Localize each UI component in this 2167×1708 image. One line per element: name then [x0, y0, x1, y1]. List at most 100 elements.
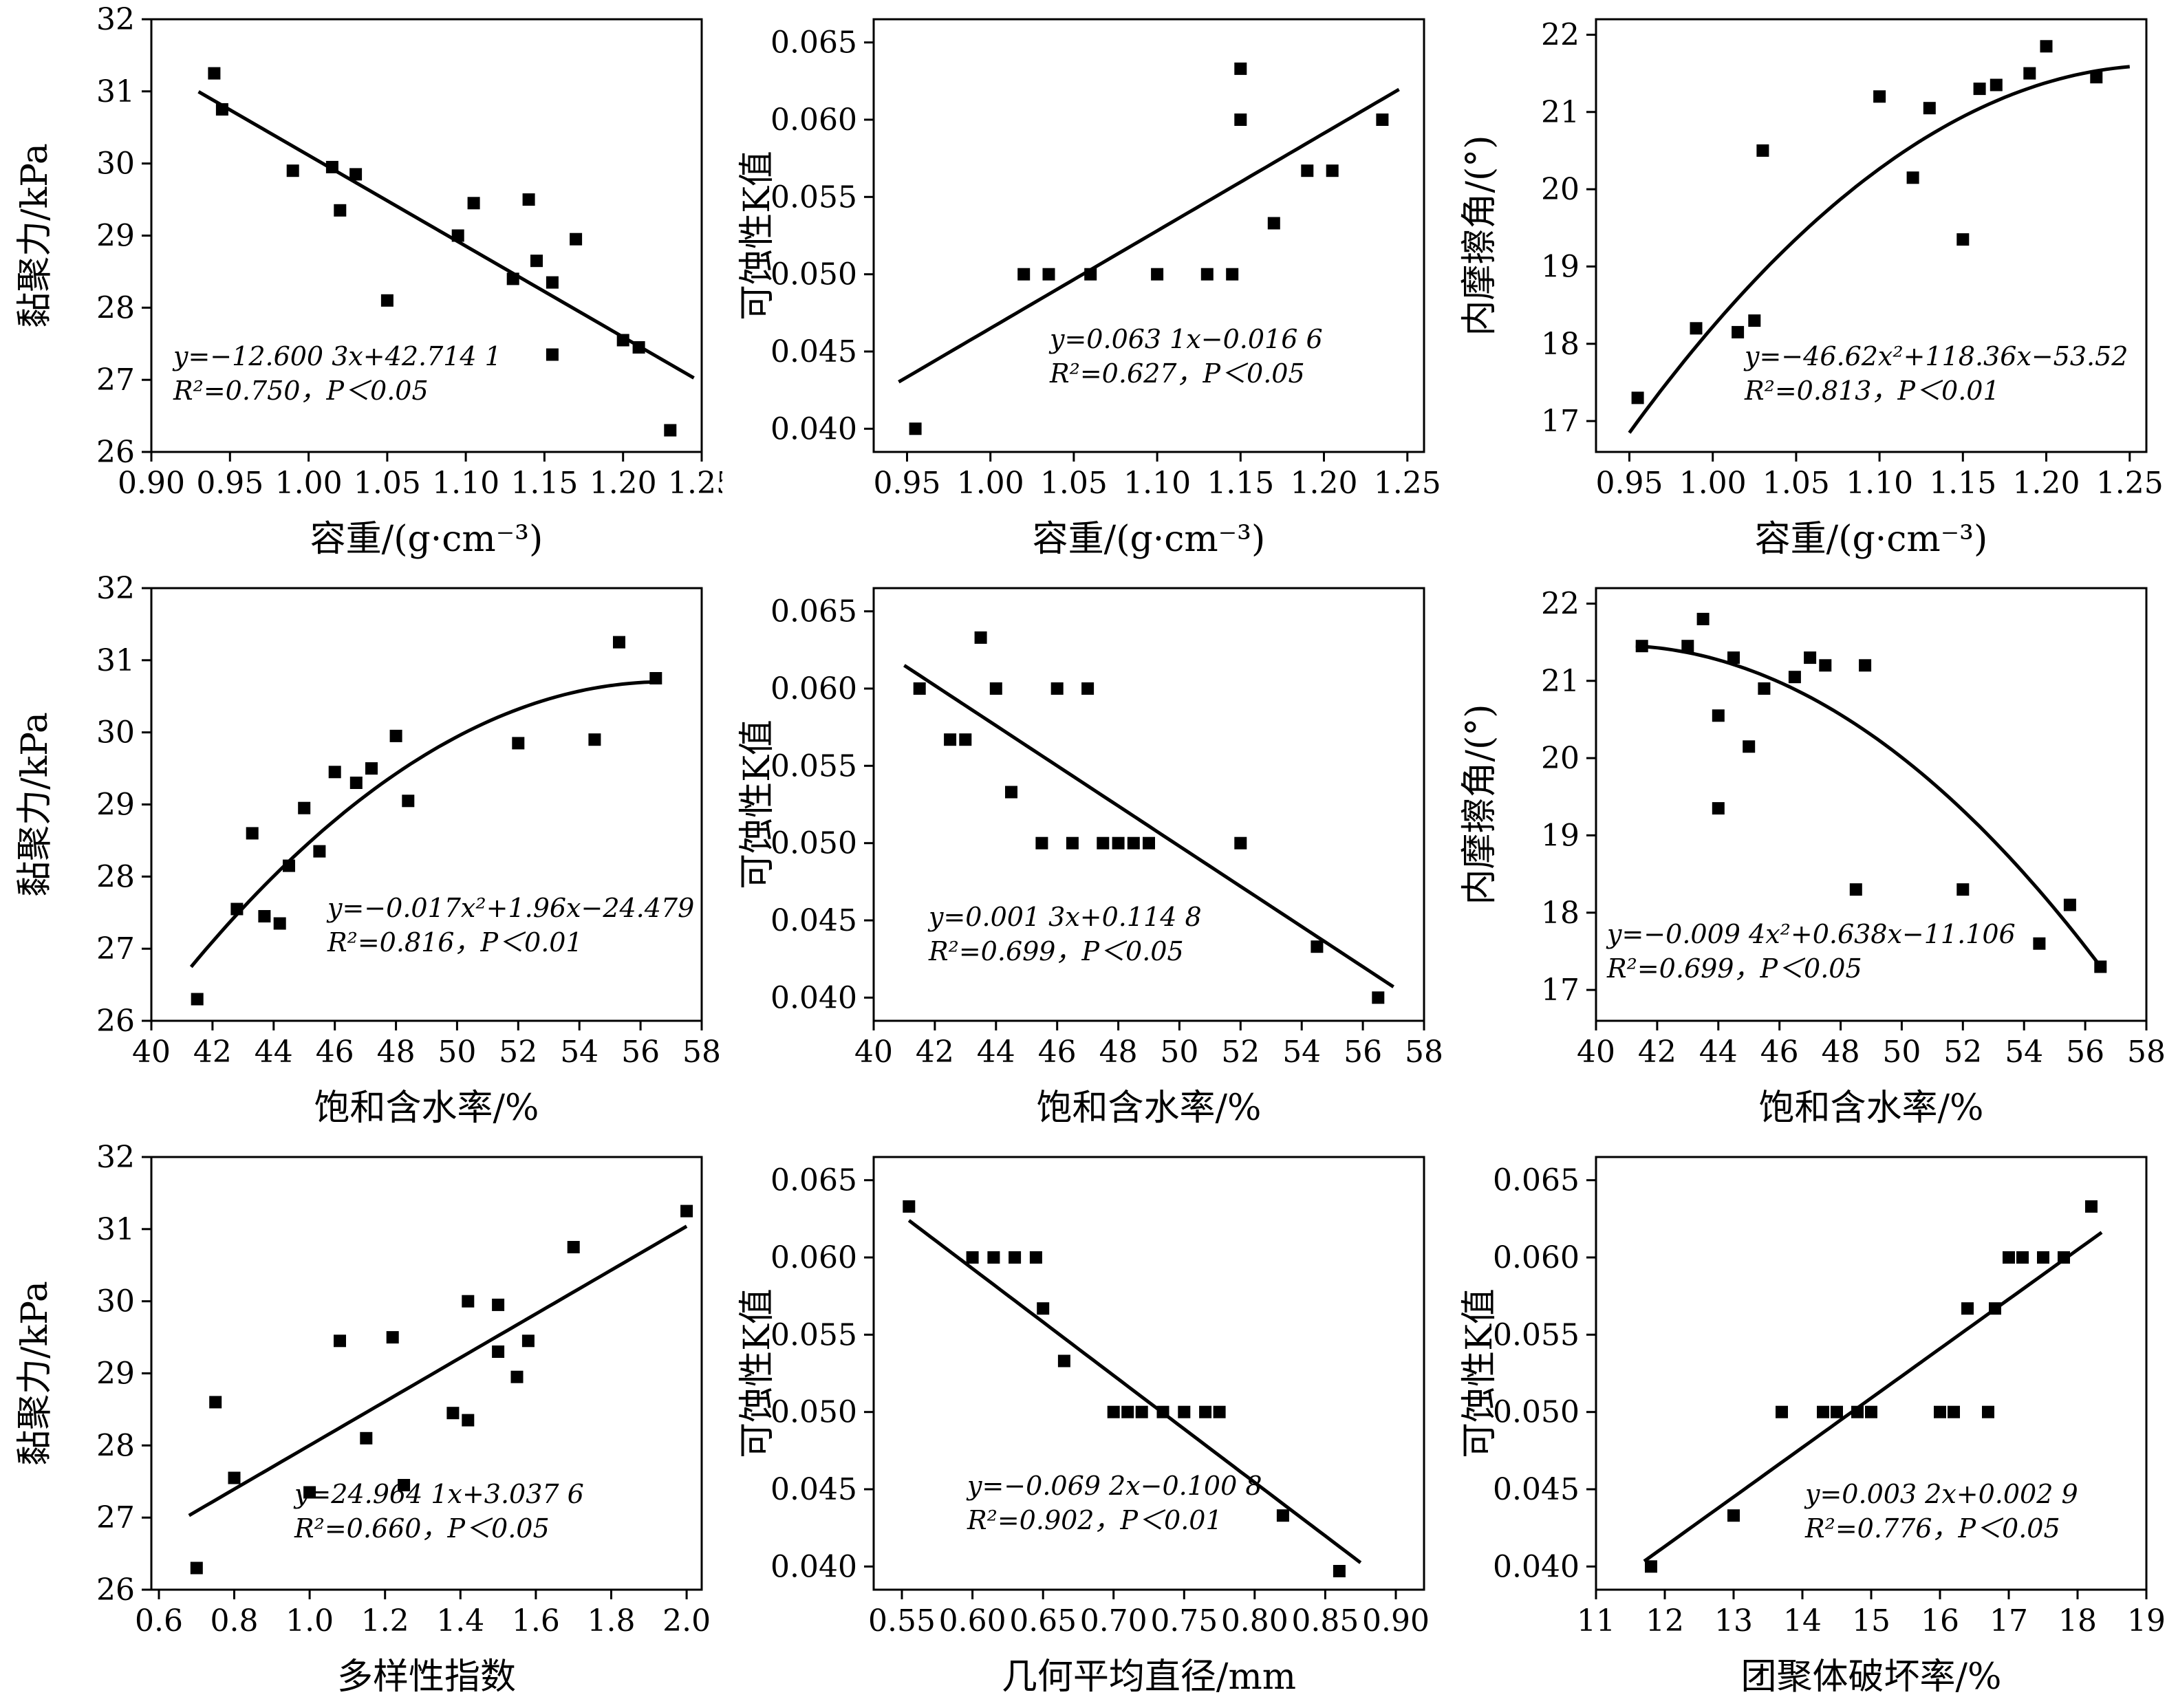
data-point [2033, 937, 2046, 950]
data-point [1645, 1560, 1657, 1573]
subplot-erodibility-vs-bulk-density: 0.95 1.00 1.05 1.10 1.15 1.20 1.25 0.040 0.045 0.… [722, 0, 1445, 569]
x-tick-label: 50 [438, 1035, 476, 1070]
x-tick-label: 1.10 [1123, 466, 1191, 501]
data-point [987, 1251, 1000, 1264]
data-point [2094, 960, 2107, 973]
x-tick-label: 1.10 [1846, 466, 1913, 501]
scatter-plot-svg: 40 42 44 46 48 50 52 54 56 58 17 18 19 20 21 22 饱和含水率/% 内… [1459, 587, 2166, 1129]
y-tick-label: 22 [1541, 587, 1580, 622]
data-point [446, 1407, 460, 1420]
data-point [228, 1471, 241, 1484]
y-tick-label: 0.065 [770, 25, 857, 61]
data-point [334, 1334, 346, 1348]
stats-text: R²=0.660，P＜0.05 [294, 1513, 550, 1544]
equation-annotation: y=24.964 1x+3.037 6 R²=0.660，P＜0.05 [293, 1479, 584, 1544]
x-tick-label: 16 [1921, 1603, 1959, 1639]
scatter-plot-svg: 0.90 0.95 1.00 1.05 1.10 1.15 1.20 1.25 26 27 28 29… [14, 2, 722, 560]
x-tick-label: 0.8 [211, 1603, 259, 1639]
y-tick-label: 20 [1541, 172, 1580, 207]
subplot-erodibility-vs-saturated-water-content: 40 42 44 46 48 50 52 54 56 58 0.040 0.045 0.050 0.055… [722, 569, 1445, 1138]
data-point [1050, 682, 1064, 695]
data-point [570, 233, 583, 246]
y-tick-label: 0.050 [1493, 1395, 1580, 1430]
y-tick-label: 28 [96, 290, 135, 325]
data-point [1029, 1251, 1042, 1264]
y-tick-label: 0.040 [770, 1549, 857, 1584]
x-tick-label: 0.55 [868, 1603, 936, 1639]
data-point [492, 1345, 505, 1358]
data-point [1376, 113, 1389, 126]
y-tick-label: 30 [96, 715, 135, 750]
x-tick-label: 42 [1638, 1035, 1677, 1070]
data-point [649, 672, 662, 684]
data-point [1804, 651, 1817, 664]
data-point [530, 255, 543, 268]
data-point [1982, 1405, 1994, 1418]
y-tick-label: 29 [96, 219, 135, 254]
data-point [1748, 314, 1761, 327]
x-tick-label: 0.95 [874, 466, 941, 501]
x-tick-label: 1.05 [1762, 466, 1830, 501]
y-tick-label: 0.065 [1493, 1163, 1580, 1198]
fit-line [1643, 1231, 2103, 1563]
data-point [1776, 1405, 1788, 1418]
x-tick-label: 0.85 [1291, 1603, 1359, 1639]
data-point [334, 204, 347, 217]
data-point [1311, 940, 1324, 953]
data-point [303, 1486, 316, 1499]
data-point [966, 1251, 979, 1264]
y-axis-label: 可蚀性K值 [1459, 1288, 1500, 1458]
stats-text: R²=0.750，P＜0.05 [173, 376, 429, 406]
x-tick-label: 40 [132, 1035, 171, 1070]
data-point [1831, 1405, 1843, 1418]
data-point [1956, 233, 1970, 246]
data-point [909, 422, 922, 435]
data-point [1788, 671, 1801, 684]
data-point [1712, 709, 1725, 722]
data-point [1057, 1354, 1070, 1368]
plot-frame [872, 1156, 1425, 1591]
data-point [1758, 682, 1771, 695]
data-point [492, 1298, 505, 1311]
data-point [1143, 836, 1155, 850]
data-point [1873, 90, 1886, 103]
y-tick-label: 31 [96, 74, 135, 109]
data-point [230, 902, 244, 916]
subplot-cohesion-vs-diversity-index: 0.6 0.8 1.0 1.2 1.4 1.6 1.8 2.0 26 27 28 29 30 31 32 多样… [0, 1138, 722, 1707]
data-point [402, 794, 415, 808]
x-tick-label: 1.2 [361, 1603, 409, 1639]
x-tick-label: 0.70 [1080, 1603, 1147, 1639]
data-point [1234, 836, 1247, 850]
data-point [2003, 1251, 2015, 1264]
data-point [2016, 1251, 2029, 1264]
y-tick-label: 26 [96, 1004, 135, 1039]
data-point [1743, 740, 1756, 753]
x-tick-label: 0.90 [1362, 1603, 1430, 1639]
equation-text: y=−12.600 3x+42.714 1 [172, 341, 502, 371]
x-tick-label: 1.00 [1679, 466, 1747, 501]
data-point [1934, 1405, 1946, 1418]
equation-text: y=−46.62x²+118.36x−53.52 [1743, 341, 2128, 371]
y-tick-label: 30 [96, 1284, 135, 1319]
subplot-cohesion-vs-saturated-water-content: 40 42 44 46 48 50 52 54 56 58 26 27 28 29 30 31 32 饱和含水率/… [0, 569, 722, 1138]
y-tick-label: 0.065 [770, 594, 857, 629]
y-tick-label: 0.060 [770, 671, 857, 706]
data-point [1199, 1405, 1212, 1418]
x-tick-label: 12 [1646, 1603, 1684, 1639]
data-point [2037, 1251, 2049, 1264]
data-point [1849, 883, 1862, 896]
data-point [1989, 1302, 2001, 1315]
data-point [1234, 113, 1247, 126]
x-tick-label: 1.8 [587, 1603, 636, 1639]
data-point [1819, 659, 1832, 672]
equation-text: y=−0.009 4x²+0.638x−11.106 [1606, 919, 2016, 949]
x-tick-label: 56 [1344, 1035, 1382, 1070]
y-tick-label: 26 [96, 435, 135, 470]
x-tick-label: 46 [1760, 1035, 1799, 1070]
data-point [283, 859, 295, 872]
y-axis-label: 可蚀性K值 [737, 1288, 778, 1458]
data-point [2090, 71, 2103, 84]
equation-text: y=24.964 1x+3.037 6 [293, 1479, 584, 1509]
data-point [680, 1204, 693, 1218]
y-tick-label: 0.065 [770, 1163, 857, 1198]
